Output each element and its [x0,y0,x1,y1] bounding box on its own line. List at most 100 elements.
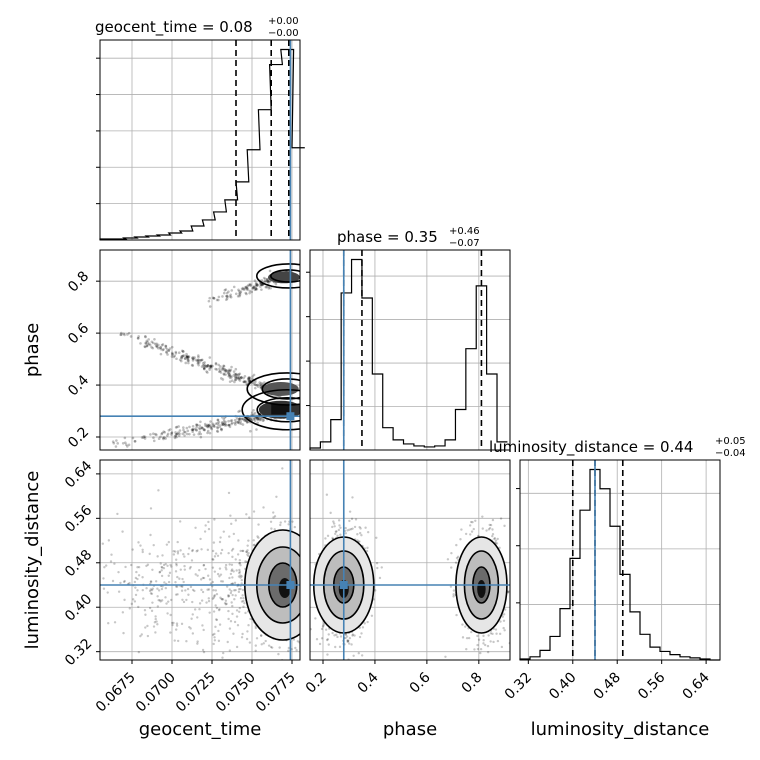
sample-point [242,380,246,384]
sample-point [184,430,187,434]
sample-point [136,589,139,592]
sample-point [198,427,202,431]
x-tick-label: 0.48 [591,670,624,703]
sample-point [165,350,168,354]
sample-point [237,377,241,381]
sample-point [170,598,173,602]
sample-point [178,577,181,580]
sample-point [162,567,166,570]
sample-point [141,588,144,592]
sample-point [248,379,252,382]
sample-point [131,436,135,440]
sample-point [175,622,179,625]
sample-point [164,596,167,599]
sample-point [486,676,488,678]
sample-point [241,549,245,553]
sample-point [452,593,455,596]
sample-point [339,526,342,529]
sample-point [223,422,226,425]
sample-point [353,525,357,529]
sample-point [225,424,228,427]
sample-point [253,383,257,386]
sample-point [222,291,226,295]
truth-marker [286,412,295,421]
sample-point [150,345,153,349]
sample-point [250,411,254,415]
sample-point [450,566,453,569]
sample-point [186,357,189,361]
sample-point [133,439,137,443]
sample-point [222,417,226,421]
sample-point [245,420,249,424]
sample-point [156,595,159,598]
sample-point [324,537,327,540]
sample-point [169,613,172,617]
sample-point [201,361,205,365]
sample-point [185,432,189,436]
sample-point [246,288,249,292]
sample-point [353,634,356,637]
sample-point [218,367,221,371]
sample-point [245,287,249,290]
sample-point [499,620,502,623]
sample-point [220,423,223,427]
sample-point [231,576,234,579]
sample-point [298,665,300,667]
sample-point [455,613,458,617]
sample-point [196,361,200,364]
sample-point [220,597,223,601]
sample-point [200,588,203,592]
sample-point [481,515,484,518]
panel-frame [99,39,301,241]
sample-point [225,294,228,298]
sample-point [245,637,249,641]
sample-point [245,382,248,386]
sample-point [252,416,256,420]
sample-point [188,432,191,436]
sample-point [260,283,264,287]
sample-point [196,359,199,363]
sample-point [224,566,227,569]
sample-point [174,351,178,355]
sample-point [246,544,249,547]
sample-point [164,344,168,348]
sample-point [240,287,244,291]
sample-point [180,356,183,359]
sample-point [334,645,337,649]
sample-point [483,643,487,647]
sample-point [456,555,460,559]
sample-point [211,633,215,637]
sample-point [144,335,147,339]
sample-point [149,588,153,591]
hist-bar [414,446,424,450]
y-tick-label: 0.8 [65,268,92,295]
sample-point [214,422,218,426]
sample-point [191,364,195,367]
sample-point [161,554,164,557]
sample-point [351,496,354,499]
sample-point [254,644,257,647]
sample-point [185,598,188,602]
sample-point [202,563,206,567]
sample-point [207,299,211,303]
sample-point [479,647,483,651]
sample-point [291,520,294,523]
x-tick-label: 0.32 [502,670,535,703]
sample-point [225,297,229,300]
sample-point [218,425,222,429]
sample-point [112,441,116,445]
sample-point [235,373,239,377]
sample-point [336,534,339,538]
sample-point [238,568,241,572]
sample-point [119,331,123,335]
sample-point [227,372,230,375]
sample-point [191,588,195,592]
sample-point [157,343,160,347]
sample-point [177,434,181,437]
sample-point [498,546,501,550]
sample-point [485,529,488,532]
sample-point [145,564,148,568]
sample-point [134,576,138,580]
sample-point [224,599,228,602]
